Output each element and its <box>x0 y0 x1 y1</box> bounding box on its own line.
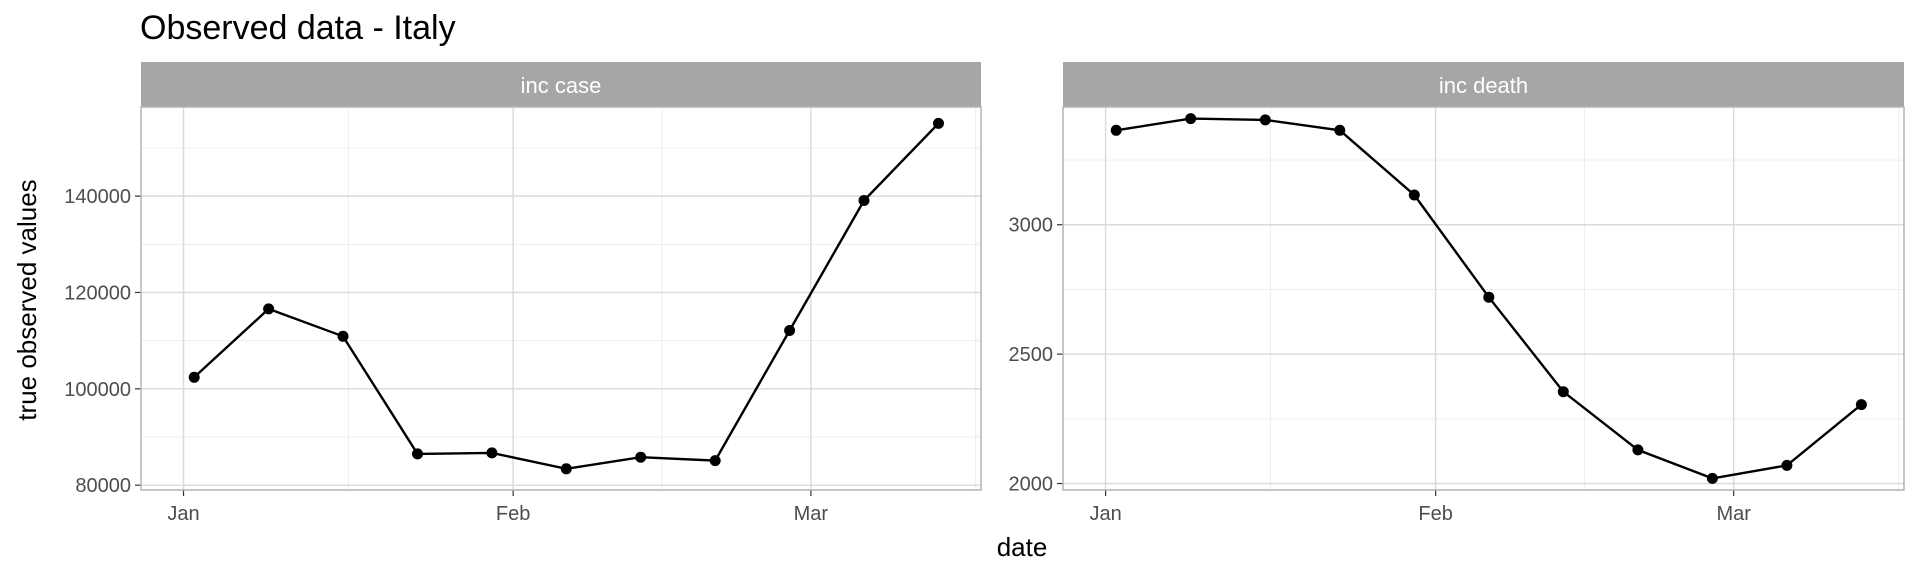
data-point <box>188 371 200 383</box>
facet-strip <box>141 62 981 107</box>
data-point <box>635 451 647 463</box>
x-axis-title: date <box>997 532 1048 562</box>
facet-strip-label: inc death <box>1439 73 1528 98</box>
y-tick-label: 2500 <box>1009 344 1054 366</box>
data-point <box>858 195 870 206</box>
data-point <box>1855 399 1867 411</box>
data-point <box>784 325 796 336</box>
data-point <box>412 448 423 460</box>
data-point <box>560 463 572 475</box>
series-line <box>193 122 940 471</box>
y-axis-title: true observed values <box>12 179 42 420</box>
data-point <box>486 447 498 459</box>
y-tick-label: 3000 <box>1009 215 1054 237</box>
data-point <box>1259 114 1271 126</box>
x-tick-label: Feb <box>496 503 530 525</box>
chart-title: Observed data - Italy <box>140 9 456 47</box>
x-tick-label: Jan <box>167 503 199 525</box>
data-point <box>1483 291 1495 303</box>
data-point <box>1632 444 1644 456</box>
data-point <box>933 117 944 129</box>
panel-inc-case: inc case 80000 100000 120000 140000 Jan Feb Mar <box>64 62 982 525</box>
data-point <box>1185 113 1197 125</box>
data-point <box>1557 386 1569 398</box>
x-tick-label: Mar <box>1716 503 1751 525</box>
data-point <box>337 330 349 342</box>
y-tick-label: 80000 <box>75 475 131 497</box>
data-point <box>263 303 275 315</box>
panel-border <box>1062 106 1905 491</box>
y-tick-label: 140000 <box>64 186 131 208</box>
data-point <box>1408 189 1420 201</box>
y-tick-label: 2000 <box>1009 474 1054 496</box>
data-point <box>1781 459 1793 471</box>
y-tick-label: 120000 <box>64 282 131 304</box>
data-point <box>1706 472 1718 484</box>
panel-border <box>140 106 982 491</box>
y-tick-label: 100000 <box>64 379 131 401</box>
facet-strip <box>1063 62 1904 107</box>
data-point <box>709 455 721 467</box>
data-point <box>1334 124 1346 136</box>
x-tick-label: Mar <box>794 503 829 525</box>
facet-strip-label: inc case <box>521 73 602 98</box>
x-tick-label: Jan <box>1089 503 1121 525</box>
facet-panels: inc case 80000 100000 120000 140000 Jan Feb Mar… <box>64 62 1905 525</box>
x-tick-label: Feb <box>1418 503 1452 525</box>
panel-inc-death: inc death 2000 2500 3000 Jan Feb Mar <box>1009 62 1905 525</box>
data-point <box>1110 124 1122 136</box>
